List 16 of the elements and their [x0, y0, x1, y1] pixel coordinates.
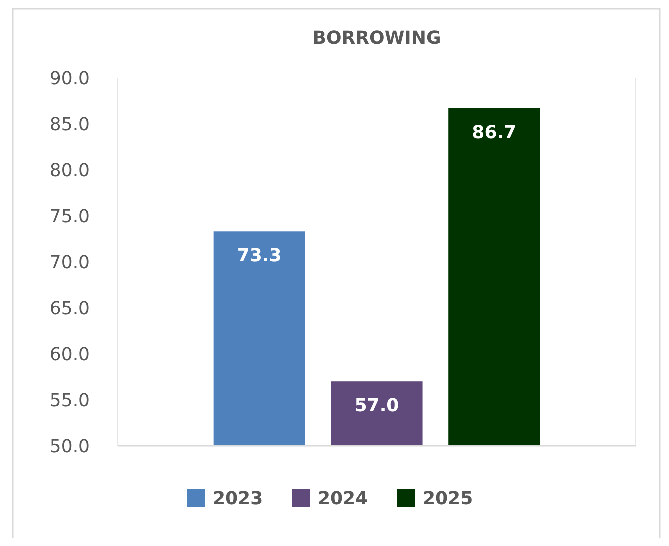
data-label: 86.7: [472, 122, 517, 144]
y-tick-label: 55.0: [50, 390, 90, 412]
legend-label: 2024: [318, 488, 368, 510]
y-tick-label: 65.0: [50, 298, 90, 320]
y-tick-label: 80.0: [50, 160, 90, 182]
legend-label: 2023: [213, 488, 264, 510]
y-tick-label: 75.0: [50, 206, 90, 228]
y-tick-label: 90.0: [50, 68, 90, 90]
y-tick-label: 70.0: [50, 252, 90, 274]
y-tick-label: 60.0: [50, 344, 90, 366]
legend-label: 2025: [423, 488, 474, 510]
chart-title: BORROWING: [312, 28, 442, 49]
y-tick-label: 50.0: [50, 436, 90, 458]
data-label: 57.0: [354, 396, 400, 417]
y-tick-label: 85.0: [50, 114, 90, 136]
data-label: 73.3: [237, 246, 282, 267]
